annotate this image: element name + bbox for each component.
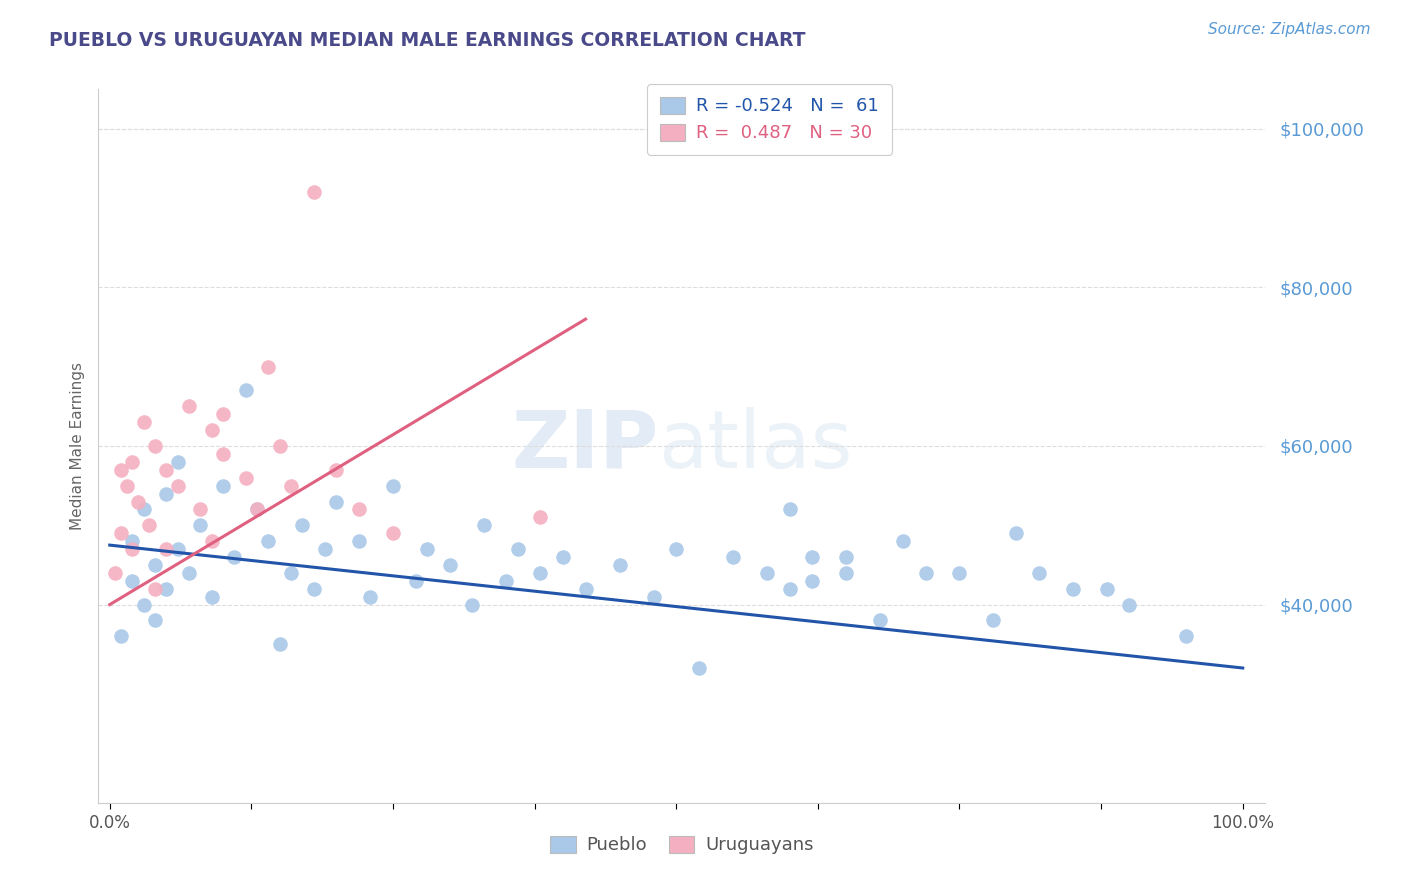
Point [325,463,347,477]
Point [257,359,280,374]
Point [382,478,405,492]
Point [143,582,166,596]
Point [132,415,155,429]
Y-axis label: Median Male Earnings: Median Male Earnings [69,362,84,530]
Point [688,661,710,675]
Point [201,590,224,604]
Point [224,549,246,564]
Point [314,542,336,557]
Point [506,542,529,557]
Point [779,502,801,516]
Point [121,455,143,469]
Point [665,542,688,557]
Point [1095,582,1118,596]
Point [166,478,188,492]
Point [416,542,439,557]
Point [461,598,484,612]
Point [869,614,891,628]
Point [1005,526,1028,541]
Point [155,486,177,500]
Point [235,471,257,485]
Point [235,384,257,398]
Point [280,566,302,580]
Text: Source: ZipAtlas.com: Source: ZipAtlas.com [1208,22,1371,37]
Point [835,566,858,580]
Point [155,582,177,596]
Point [575,582,598,596]
Text: PUEBLO VS URUGUAYAN MEDIAN MALE EARNINGS CORRELATION CHART: PUEBLO VS URUGUAYAN MEDIAN MALE EARNINGS… [49,31,806,50]
Point [472,518,495,533]
Point [609,558,631,572]
Point [110,629,132,643]
Point [1062,582,1084,596]
Point [347,502,370,516]
Point [529,566,551,580]
Point [835,549,858,564]
Point [779,582,801,596]
Point [551,549,574,564]
Point [115,478,138,492]
Point [155,542,177,557]
Point [643,590,665,604]
Point [347,534,370,549]
Point [132,598,155,612]
Point [246,502,269,516]
Point [269,439,291,453]
Legend: Pueblo, Uruguayans: Pueblo, Uruguayans [543,829,821,862]
Point [359,590,381,604]
Text: ZIP: ZIP [512,407,658,485]
Point [143,614,166,628]
Point [721,549,744,564]
Point [948,566,970,580]
Point [405,574,427,588]
Point [177,566,200,580]
Point [246,502,269,516]
Point [495,574,517,588]
Point [755,566,778,580]
Point [190,502,212,516]
Point [212,478,235,492]
Point [382,526,405,541]
Point [325,494,347,508]
Point [302,186,325,200]
Point [529,510,551,524]
Point [1028,566,1050,580]
Point [257,534,280,549]
Point [132,502,155,516]
Point [166,542,188,557]
Point [891,534,914,549]
Point [1175,629,1198,643]
Point [127,494,149,508]
Point [143,439,166,453]
Point [110,526,132,541]
Point [121,534,143,549]
Point [212,447,235,461]
Point [121,542,143,557]
Point [439,558,461,572]
Point [121,574,143,588]
Point [138,518,160,533]
Point [302,582,325,596]
Point [291,518,314,533]
Point [212,407,235,421]
Point [201,423,224,437]
Point [155,463,177,477]
Point [201,534,224,549]
Point [104,566,127,580]
Point [983,614,1005,628]
Point [190,518,212,533]
Point [801,574,824,588]
Point [1118,598,1140,612]
Text: atlas: atlas [658,407,853,485]
Point [177,400,200,414]
Point [166,455,188,469]
Point [269,637,291,651]
Point [914,566,936,580]
Point [280,478,302,492]
Point [801,549,824,564]
Point [110,463,132,477]
Point [143,558,166,572]
